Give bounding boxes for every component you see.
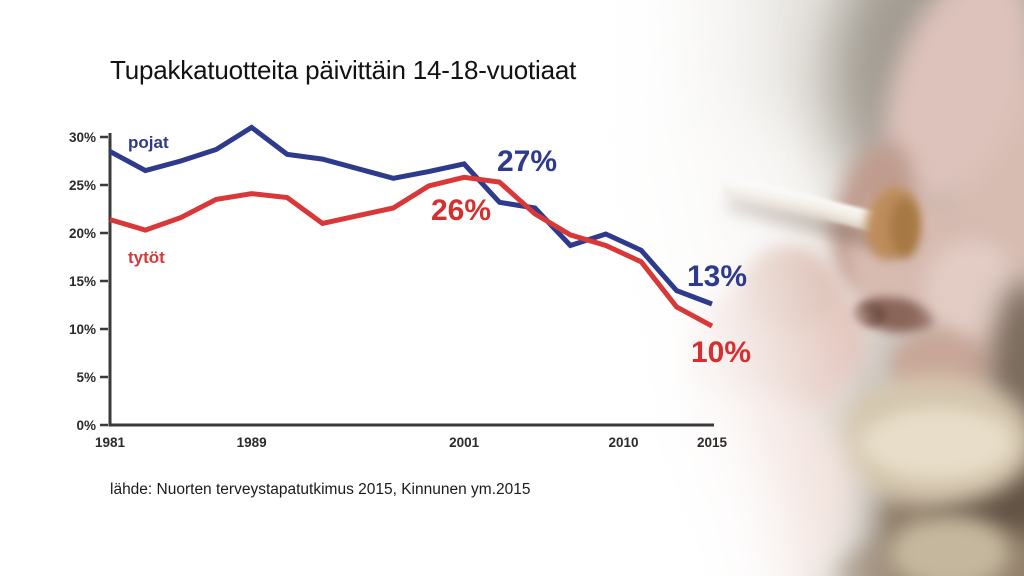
annotation-10%: 10%	[691, 336, 751, 369]
y-tick-label: 25%	[69, 178, 96, 193]
annotation-13%: 13%	[687, 260, 747, 293]
annotation-26%: 26%	[431, 194, 491, 227]
series-line-tytöt	[109, 174, 714, 329]
x-tick-label: 1981	[95, 435, 126, 450]
y-tick-label: 20%	[69, 226, 96, 241]
chart-title: Tupakkatuotteita päivittäin 14-18-vuotia…	[110, 55, 577, 85]
smoker-photo	[594, 0, 1024, 576]
x-tick-label: 2001	[449, 435, 480, 450]
x-tick-label: 2015	[697, 435, 728, 450]
y-tick-label: 0%	[76, 418, 96, 433]
x-tick-label: 1989	[237, 435, 267, 450]
photo-white-fade-bottom	[594, 0, 1024, 576]
legend-tytöt: tytöt	[128, 248, 165, 267]
y-tick-label: 10%	[69, 322, 96, 337]
source-citation: lähde: Nuorten terveystapatutkimus 2015,…	[110, 481, 531, 498]
y-tick-label: 30%	[69, 130, 96, 145]
x-tick-label: 2010	[608, 435, 638, 450]
annotation-27%: 27%	[497, 145, 557, 178]
series-line-pojat	[108, 124, 713, 307]
y-tick-label: 15%	[69, 274, 96, 289]
legend-pojat: pojat	[128, 133, 169, 152]
y-tick-label: 5%	[76, 370, 96, 385]
